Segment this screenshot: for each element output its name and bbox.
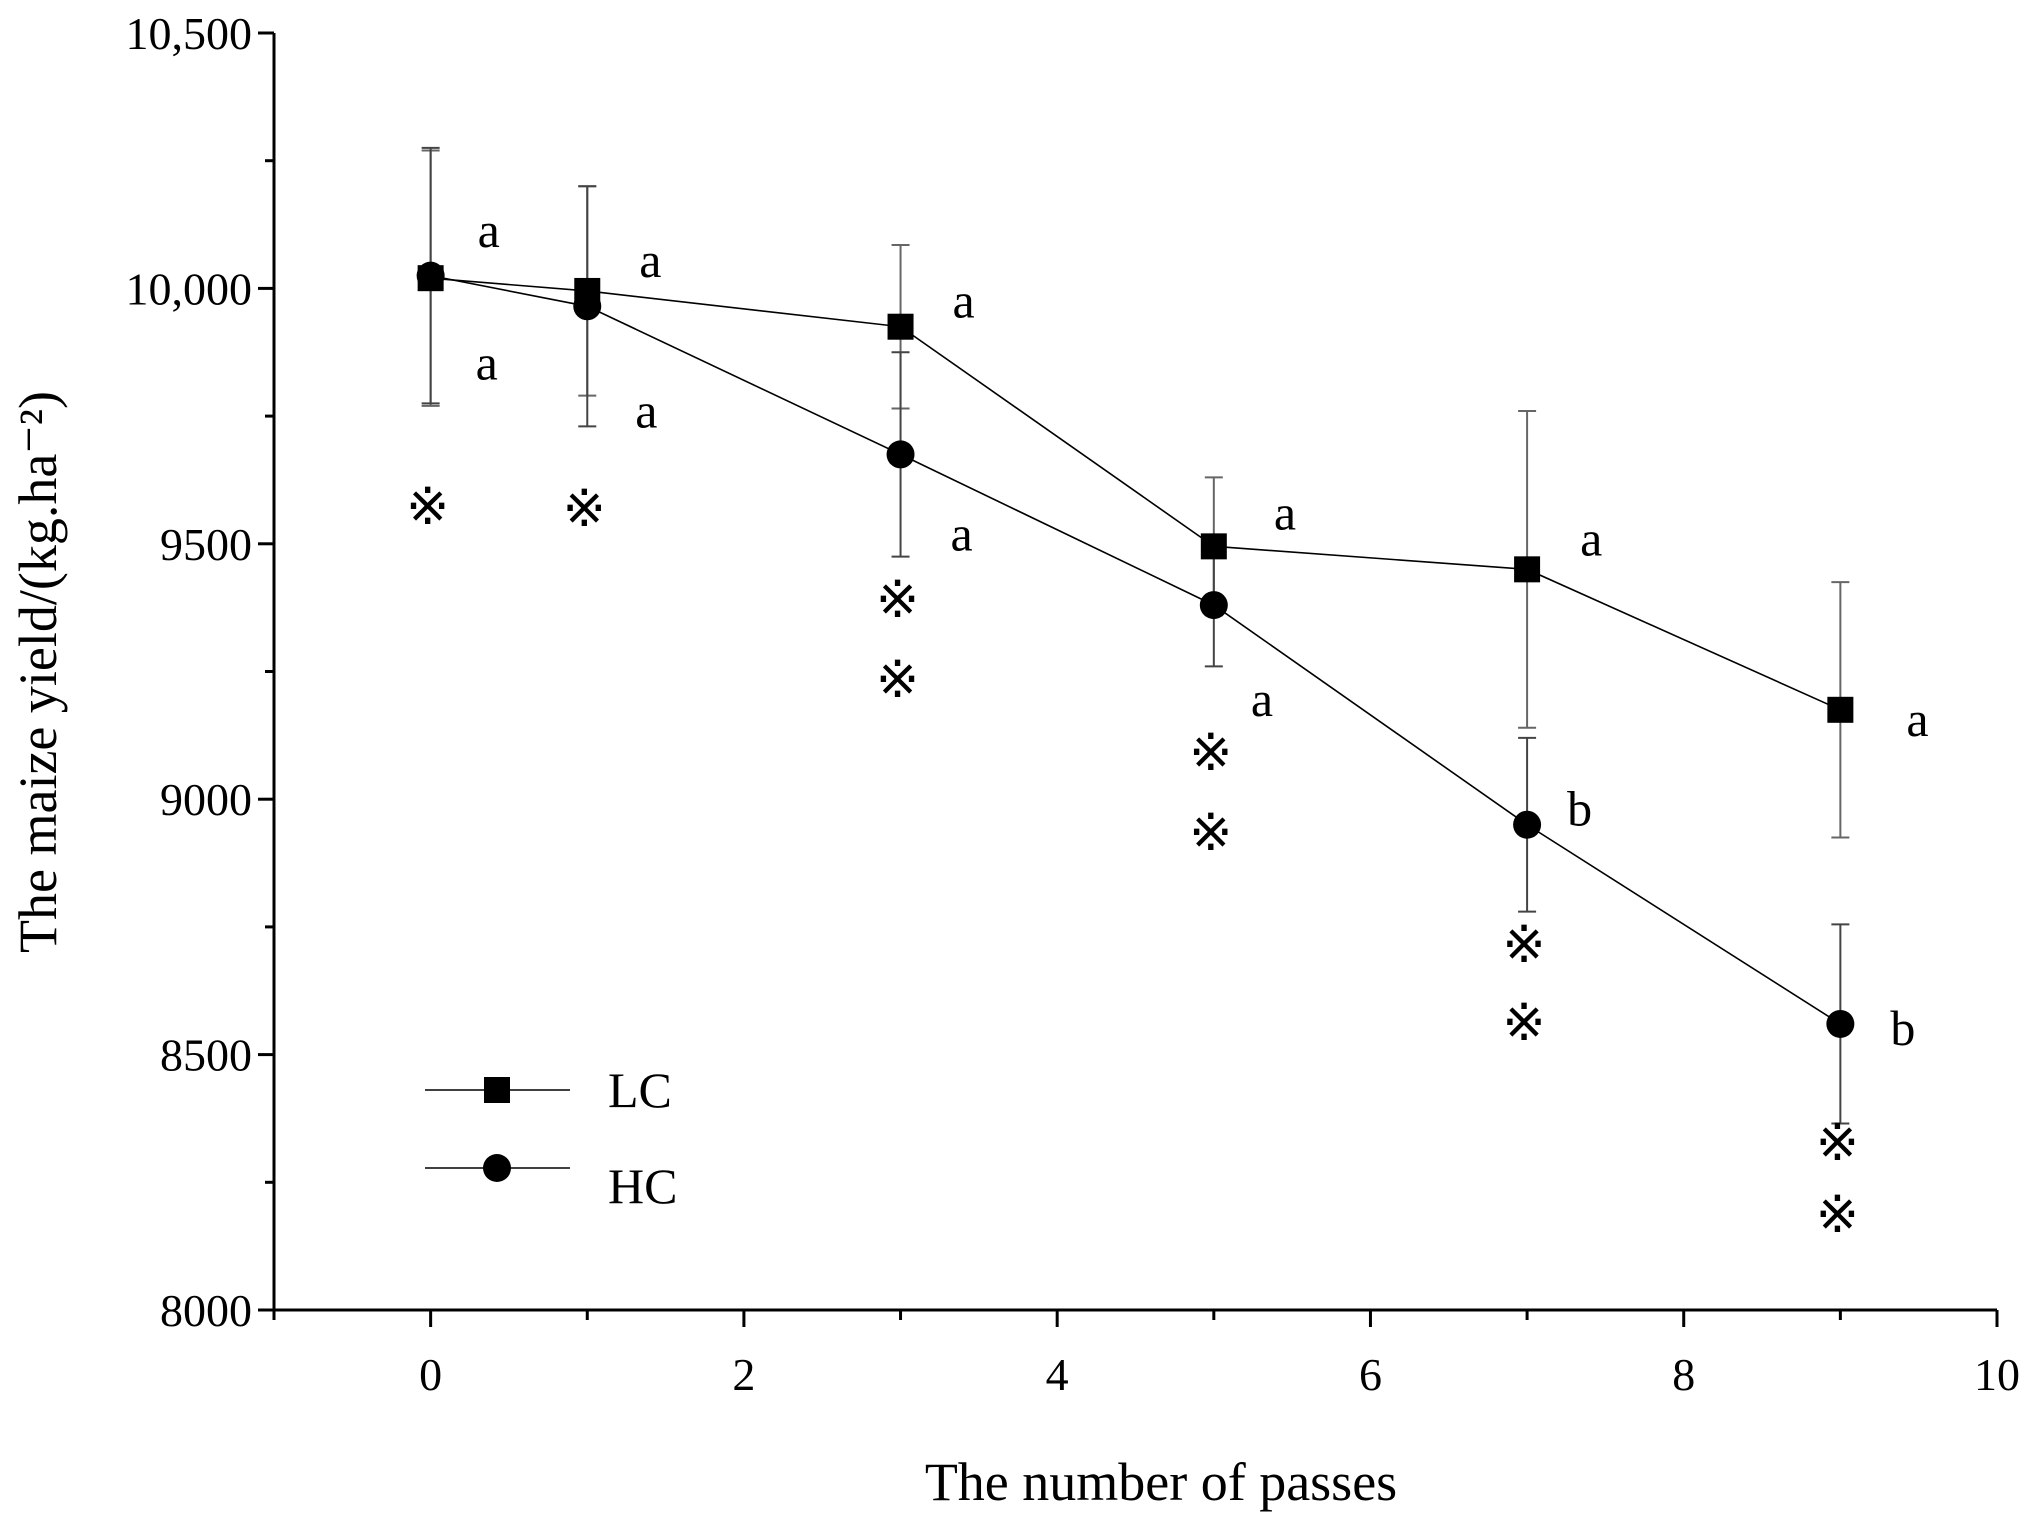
letter-hc: a <box>476 335 498 391</box>
series-line-hc <box>430 274 1841 1025</box>
y-tick-label: 10,500 <box>126 8 253 59</box>
x-tick-label: 4 <box>1046 1349 1069 1400</box>
significance-mark: ※ <box>1189 803 1233 863</box>
significance-mark: ※ <box>562 479 606 539</box>
letter-hc: b <box>1567 781 1592 837</box>
data-point-hc <box>886 440 915 469</box>
legend-entry-hc: HC <box>425 1154 677 1214</box>
legend-marker-circle <box>483 1154 511 1182</box>
letter-lc: a <box>1274 484 1296 540</box>
significance-mark: ※ <box>1816 1113 1860 1173</box>
significance-marks: ※ ※ ※ ※ ※ ※ ※ ※ ※ ※ <box>406 477 1859 1245</box>
error-bars <box>421 146 1850 1125</box>
x-tick-label: 0 <box>419 1349 442 1400</box>
data-point-hc <box>416 261 445 290</box>
series-line-lc <box>430 277 1841 711</box>
y-tick-label: 8000 <box>160 1285 252 1336</box>
letter-hc: a <box>635 382 657 438</box>
legend-label-lc: LC <box>608 1062 672 1118</box>
x-tick-label: 10 <box>1974 1349 2020 1400</box>
letter-lc: a <box>1580 510 1602 566</box>
y-tick-label: 9000 <box>160 774 252 825</box>
legend-label-hc: HC <box>608 1158 677 1214</box>
letter-lc: a <box>953 273 975 329</box>
data-point-lc <box>1827 696 1854 723</box>
data-point-hc <box>573 292 602 321</box>
data-point-lc <box>1200 533 1227 560</box>
significance-mark: ※ <box>406 477 450 537</box>
significance-mark: ※ <box>1502 993 1546 1053</box>
y-tick-label: 10,000 <box>126 263 253 314</box>
letter-lc: a <box>639 232 661 288</box>
y-tick-label: 9500 <box>160 519 252 570</box>
data-point-lc <box>887 313 914 340</box>
data-point-hc <box>1513 810 1542 839</box>
data-point-lc <box>1514 556 1541 583</box>
significance-mark: ※ <box>1189 723 1233 783</box>
data-point-hc <box>1826 1009 1855 1038</box>
letter-lc: a <box>478 202 500 258</box>
tick-marks <box>258 31 1999 1327</box>
significance-mark: ※ <box>1816 1185 1860 1245</box>
significance-mark: ※ <box>1502 915 1546 975</box>
letter-hc: b <box>1890 1000 1915 1056</box>
x-tick-label: 2 <box>732 1349 755 1400</box>
significance-letters: a a a a a a a a a a b b <box>476 202 1929 1056</box>
data-point-hc <box>1199 591 1228 620</box>
tick-labels: 8000 8500 9000 9500 10,000 10,500 0 2 4 6 8 10 <box>126 8 2021 1400</box>
legend: LC HC <box>425 1062 677 1214</box>
legend-entry-lc: LC <box>425 1062 672 1118</box>
y-tick-label: 8500 <box>160 1030 252 1081</box>
x-axis-title: The number of passes <box>925 1452 1397 1512</box>
x-tick-label: 6 <box>1359 1349 1382 1400</box>
letter-hc: a <box>951 505 973 561</box>
letter-lc: a <box>1906 691 1928 747</box>
legend-marker-square <box>484 1077 510 1103</box>
significance-mark: ※ <box>876 570 920 630</box>
letter-hc: a <box>1251 671 1273 727</box>
x-tick-label: 8 <box>1672 1349 1695 1400</box>
series-markers <box>416 261 1855 1038</box>
y-axis-title: The maize yield/(kg.ha⁻²) <box>8 391 68 953</box>
significance-mark: ※ <box>876 650 920 710</box>
series-lines <box>430 274 1841 1025</box>
